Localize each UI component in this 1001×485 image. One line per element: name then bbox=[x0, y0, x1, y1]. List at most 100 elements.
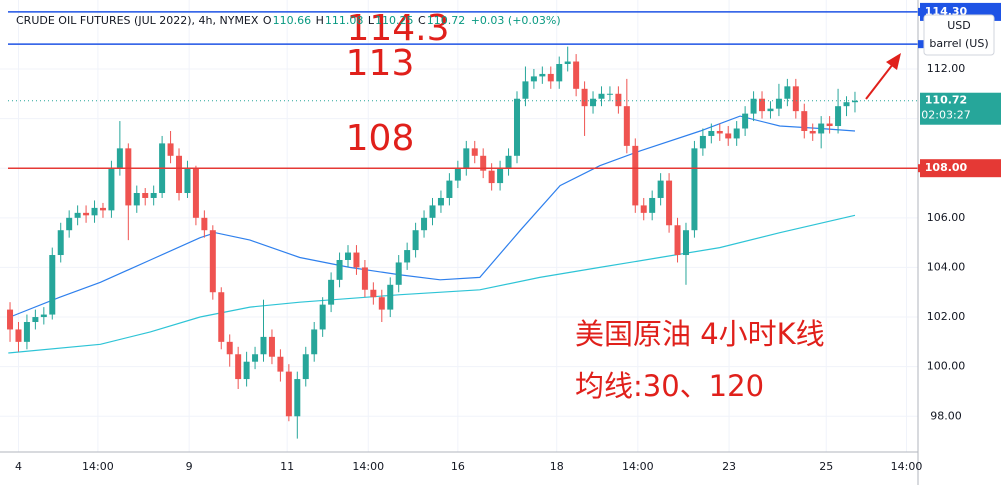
candle-body bbox=[167, 143, 174, 156]
candle-body bbox=[851, 100, 858, 103]
ohlc-label: H bbox=[315, 14, 324, 27]
candle-body bbox=[750, 98, 757, 114]
candle-body bbox=[49, 255, 56, 315]
symbol: CRUDE OIL FUTURES (JUL 2022), 4h, NYMEX bbox=[16, 14, 259, 27]
candle-body bbox=[446, 180, 453, 198]
candle-body bbox=[556, 64, 563, 82]
candle-body bbox=[759, 98, 766, 112]
candle-body bbox=[437, 197, 444, 206]
candle-body bbox=[742, 113, 749, 129]
candle-body bbox=[378, 297, 385, 310]
candle-body bbox=[116, 148, 123, 169]
candle-body bbox=[319, 304, 326, 330]
candle-body bbox=[708, 130, 715, 136]
candle-body bbox=[615, 93, 622, 107]
last-price-box bbox=[920, 92, 1001, 125]
x-tick-label: 14:00 bbox=[352, 460, 384, 473]
candle-body bbox=[345, 252, 352, 260]
candle-body bbox=[480, 155, 487, 171]
candle-body bbox=[226, 341, 233, 355]
candle-body bbox=[133, 193, 140, 206]
candle-body bbox=[623, 106, 630, 146]
x-tick-label: 11 bbox=[280, 460, 294, 473]
candle-body bbox=[826, 123, 833, 127]
unit: barrel (US) bbox=[929, 37, 988, 50]
annotation: 均线:30、120 bbox=[575, 369, 764, 403]
candle-body bbox=[370, 289, 377, 298]
change: +0.03 (+0.03%) bbox=[470, 14, 561, 27]
candle-body bbox=[530, 76, 537, 82]
candle-body bbox=[454, 168, 461, 181]
y-tick-label: 98.00 bbox=[930, 409, 962, 422]
candle-body bbox=[268, 336, 275, 357]
candle-body bbox=[387, 284, 394, 310]
candle-body bbox=[201, 217, 208, 231]
line-handle bbox=[918, 40, 925, 49]
candle-body bbox=[192, 168, 199, 218]
candle-body bbox=[606, 93, 613, 95]
candle-body bbox=[471, 148, 478, 156]
candle-body bbox=[66, 217, 73, 231]
candle-body bbox=[91, 207, 98, 216]
candle-body bbox=[328, 279, 335, 305]
candle-body bbox=[784, 86, 791, 99]
candle-body bbox=[682, 230, 689, 256]
candle-body bbox=[792, 86, 799, 112]
candle-body bbox=[598, 93, 605, 99]
y-tick-label: 106.00 bbox=[927, 211, 966, 224]
ohlc-value: 110.72 bbox=[426, 14, 466, 27]
candle-body bbox=[99, 207, 106, 211]
annotation: 108 bbox=[346, 118, 415, 159]
candle-body bbox=[277, 356, 284, 372]
candle-body bbox=[818, 123, 825, 134]
candle-body bbox=[252, 354, 259, 362]
candle-body bbox=[843, 102, 850, 107]
candle-body bbox=[83, 212, 90, 216]
candle-body bbox=[767, 108, 774, 112]
currency: USD bbox=[947, 19, 971, 32]
candle-body bbox=[336, 259, 343, 280]
candle-body bbox=[674, 225, 681, 256]
y-tick-label: 100.00 bbox=[927, 360, 966, 373]
ohlc-value: 110.66 bbox=[272, 14, 312, 27]
candle-body bbox=[260, 336, 267, 355]
candle-body bbox=[691, 148, 698, 231]
candle-body bbox=[725, 133, 732, 139]
candle-body bbox=[7, 309, 14, 330]
x-tick-label: 4 bbox=[15, 460, 22, 473]
candle-body bbox=[801, 111, 808, 131]
ohlc-value: 110.25 bbox=[375, 14, 414, 27]
candle-body bbox=[547, 73, 554, 82]
countdown: 02:03:27 bbox=[921, 109, 970, 122]
unit-box[interactable] bbox=[923, 14, 995, 56]
candle-body bbox=[294, 379, 301, 417]
ohlc-value: 111.08 bbox=[324, 14, 364, 27]
candle-body bbox=[835, 106, 842, 127]
candle-body bbox=[150, 193, 157, 198]
candle-body bbox=[699, 135, 706, 149]
candle-body bbox=[564, 61, 571, 65]
candle-body bbox=[404, 250, 411, 263]
y-tick-label: 102.00 bbox=[927, 310, 966, 323]
candle-body bbox=[649, 197, 656, 213]
price-label-box bbox=[920, 159, 1001, 178]
candle-body bbox=[23, 322, 30, 342]
candle-body bbox=[632, 145, 639, 206]
x-tick-label: 16 bbox=[451, 460, 465, 473]
x-tick-label: 14:00 bbox=[622, 460, 654, 473]
candle-body bbox=[184, 168, 191, 194]
candle-body bbox=[74, 212, 81, 218]
candle-body bbox=[412, 230, 419, 251]
x-tick-label: 25 bbox=[819, 460, 833, 473]
x-tick-label: 14:00 bbox=[891, 460, 923, 473]
candle-body bbox=[176, 155, 183, 194]
last-price: 110.72 bbox=[925, 94, 967, 107]
ohlc: O110.66 H111.08 L110.25 C110.72 bbox=[263, 14, 470, 27]
candle-body bbox=[775, 98, 782, 109]
x-tick-label: 18 bbox=[550, 460, 564, 473]
candle-body bbox=[243, 361, 250, 380]
candle-body bbox=[497, 168, 504, 184]
candle-body bbox=[15, 329, 22, 342]
